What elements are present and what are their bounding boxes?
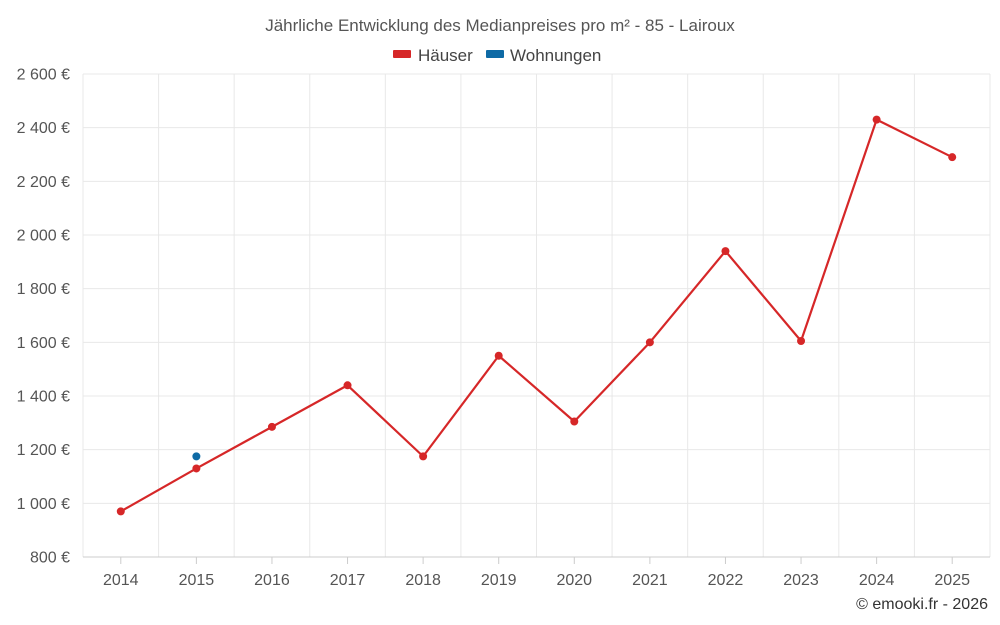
data-point-0-2014[interactable] — [116, 507, 125, 516]
chart-title: Jährliche Entwicklung des Medianpreises … — [265, 16, 735, 35]
x-tick-label: 2017 — [330, 572, 366, 589]
series-line-0 — [120, 118, 953, 513]
x-tick-label: 2020 — [556, 572, 592, 589]
y-tick-label: 2 600 € — [17, 67, 70, 84]
y-tick-label: 2 200 € — [17, 174, 70, 191]
y-tick-label: 2 400 € — [17, 120, 70, 137]
data-point-0-2016[interactable] — [267, 422, 276, 431]
series-layer — [116, 115, 957, 516]
data-point-0-2024[interactable] — [872, 115, 881, 124]
data-point-1-2015[interactable] — [192, 452, 201, 461]
y-tick-label: 1 000 € — [17, 496, 70, 513]
data-point-0-2017[interactable] — [343, 381, 352, 390]
x-tick-label: 2022 — [708, 572, 744, 589]
x-tick-label: 2018 — [405, 572, 441, 589]
credit-text: © emooki.fr - 2026 — [856, 596, 988, 613]
y-tick-label: 1 800 € — [17, 281, 70, 298]
gridlines — [82, 73, 991, 557]
y-tick-label: 1 600 € — [17, 335, 70, 352]
x-tick-label: 2019 — [481, 572, 517, 589]
x-tick-label: 2024 — [859, 572, 895, 589]
data-point-0-2019[interactable] — [494, 351, 503, 360]
y-tick-label: 800 € — [30, 550, 70, 567]
y-axis-ticks: 800 € 1 000 € 1 200 € 1 400 € 1 600 € 1 800 €… — [17, 67, 70, 567]
data-point-0-2020[interactable] — [570, 417, 579, 426]
legend-swatch-wohnungen — [486, 50, 504, 58]
data-point-0-2023[interactable] — [797, 336, 806, 345]
x-tick-label: 2016 — [254, 572, 290, 589]
legend-swatch-hauser — [393, 50, 411, 58]
data-point-0-2025[interactable] — [948, 153, 957, 162]
x-tick-label: 2021 — [632, 572, 668, 589]
x-tick-label: 2015 — [179, 572, 215, 589]
legend-label-hauser[interactable]: Häuser — [418, 46, 473, 65]
legend: Häuser Wohnungen — [393, 46, 601, 65]
data-point-0-2021[interactable] — [645, 338, 654, 347]
x-tick-label: 2023 — [783, 572, 819, 589]
legend-label-wohnungen[interactable]: Wohnungen — [510, 46, 601, 65]
x-tick-label: 2014 — [103, 572, 139, 589]
y-tick-label: 2 000 € — [17, 228, 70, 245]
x-tick-label: 2025 — [934, 572, 970, 589]
y-tick-label: 1 400 € — [17, 389, 70, 406]
x-axis-ticks: 2014 2015 2016 2017 2018 2019 2020 2021 2022 2023… — [103, 557, 970, 589]
y-tick-label: 1 200 € — [17, 442, 70, 459]
data-point-0-2018[interactable] — [419, 452, 428, 461]
data-point-0-2015[interactable] — [192, 464, 201, 473]
data-point-0-2022[interactable] — [721, 247, 730, 256]
